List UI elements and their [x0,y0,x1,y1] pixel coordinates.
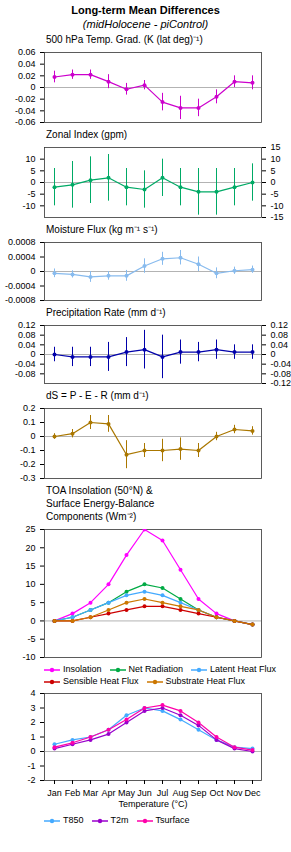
svg-text:May: May [118,788,136,798]
svg-text:Temperature (°C): Temperature (°C) [118,799,187,809]
svg-text:-0.04: -0.04 [271,359,291,369]
svg-text:-5: -5 [271,189,279,199]
svg-text:-10: -10 [22,201,35,211]
svg-text:-0.1: -0.1 [20,445,36,455]
svg-text:-1: -1 [27,761,35,771]
svg-text:0.08: 0.08 [271,330,289,340]
html-text:Moisture Flux (kg m⁻¹ s⁻¹): Moisture Flux (kg m⁻¹ s⁻¹) [46,224,158,235]
svg-text:0: 0 [30,82,35,92]
svg-text:Jun: Jun [137,788,152,798]
svg-text:0.04: 0.04 [18,59,36,69]
svg-text:-0.2: -0.2 [20,459,36,469]
svg-text:-10: -10 [22,652,35,662]
svg-text:15: 15 [25,561,35,571]
svg-text:-0.04: -0.04 [15,359,36,369]
svg-text:0.2: 0.2 [23,403,36,413]
html-text:(midHolocene - piControl): (midHolocene - piControl) [82,18,209,30]
svg-text:10: 10 [25,154,35,164]
svg-text:5: 5 [271,166,276,176]
svg-text:-0.08: -0.08 [271,369,291,379]
svg-text:0: 0 [30,177,35,187]
svg-text:15: 15 [271,142,281,152]
svg-text:-15: -15 [271,212,284,222]
svg-text:0.0008: 0.0008 [8,237,36,247]
svg-text:0: 0 [30,266,35,276]
svg-text:-0.0008: -0.0008 [5,295,36,305]
svg-text:Jul: Jul [157,788,169,798]
html-text:Precipitation Rate (mm d⁻¹): Precipitation Rate (mm d⁻¹) [46,307,166,318]
svg-text:0.02: 0.02 [18,71,36,81]
svg-text:-2: -2 [27,775,35,785]
svg-text:0.04: 0.04 [18,340,36,350]
svg-text:0.06: 0.06 [18,47,36,57]
svg-text:Mar: Mar [83,788,99,798]
svg-text:0.12: 0.12 [18,320,36,330]
svg-text:0: 0 [30,746,35,756]
svg-text:5: 5 [30,598,35,608]
html-text:Latent Heat Flux: Latent Heat Flux [210,664,277,674]
svg-text:-5: -5 [27,189,35,199]
svg-text:4: 4 [30,688,35,698]
html-text:T850: T850 [63,815,84,825]
html-text:500 hPa Temp. Grad. (K (lat de: 500 hPa Temp. Grad. (K (lat deg)⁻¹) [46,34,203,45]
svg-text:Oct: Oct [209,788,224,798]
svg-text:0.1: 0.1 [23,417,36,427]
html-text:Tsurface: Tsurface [155,815,190,825]
svg-text:-0.3: -0.3 [20,473,36,483]
svg-text:0: 0 [271,349,276,359]
svg-text:0.08: 0.08 [18,330,36,340]
svg-text:-0.08: -0.08 [15,369,36,379]
svg-text:-5: -5 [27,634,35,644]
svg-text:Aug: Aug [172,788,188,798]
svg-text:1: 1 [30,732,35,742]
svg-text:Jan: Jan [47,788,62,798]
svg-text:Feb: Feb [65,788,81,798]
svg-text:-0.0004: -0.0004 [5,281,36,291]
svg-text:Nov: Nov [226,788,243,798]
svg-text:-10: -10 [271,201,284,211]
html-text:Long-term Mean Differences: Long-term Mean Differences [71,4,220,16]
html-text:Sensible Heat Flux: Sensible Heat Flux [63,676,139,686]
svg-text:-0.06: -0.06 [15,117,36,127]
html-text:TOA Insolation (50°N) & Surfac: TOA Insolation (50°N) & Surface Energy-B… [46,485,155,522]
svg-text:3: 3 [30,703,35,713]
svg-text:0: 0 [30,349,35,359]
svg-text:0: 0 [271,177,276,187]
html-text:Substrate Heat Flux: Substrate Heat Flux [165,676,246,686]
html-text:Net Radiation: Net Radiation [128,664,184,674]
html-text:Insolation: Insolation [63,664,102,674]
svg-text:10: 10 [25,579,35,589]
svg-text:-0.12: -0.12 [271,378,291,388]
svg-text:20: 20 [25,543,35,553]
svg-text:Sep: Sep [190,788,206,798]
svg-text:0.12: 0.12 [271,320,289,330]
svg-text:Dec: Dec [244,788,261,798]
svg-text:2: 2 [30,717,35,727]
svg-text:0: 0 [30,431,35,441]
html-text:dS = P - E - R (mm d⁻¹): dS = P - E - R (mm d⁻¹) [46,390,149,401]
html-text:T2m: T2m [110,815,129,825]
svg-text:0: 0 [30,616,35,626]
svg-text:25: 25 [25,524,35,534]
svg-text:0.04: 0.04 [271,340,289,350]
svg-text:Apr: Apr [101,788,115,798]
svg-text:0.0004: 0.0004 [8,252,36,262]
svg-text:-0.04: -0.04 [15,106,36,116]
html-text:Zonal Index (gpm): Zonal Index (gpm) [46,129,128,140]
svg-text:5: 5 [30,166,35,176]
svg-text:10: 10 [271,154,281,164]
svg-text:-0.02: -0.02 [15,94,36,104]
